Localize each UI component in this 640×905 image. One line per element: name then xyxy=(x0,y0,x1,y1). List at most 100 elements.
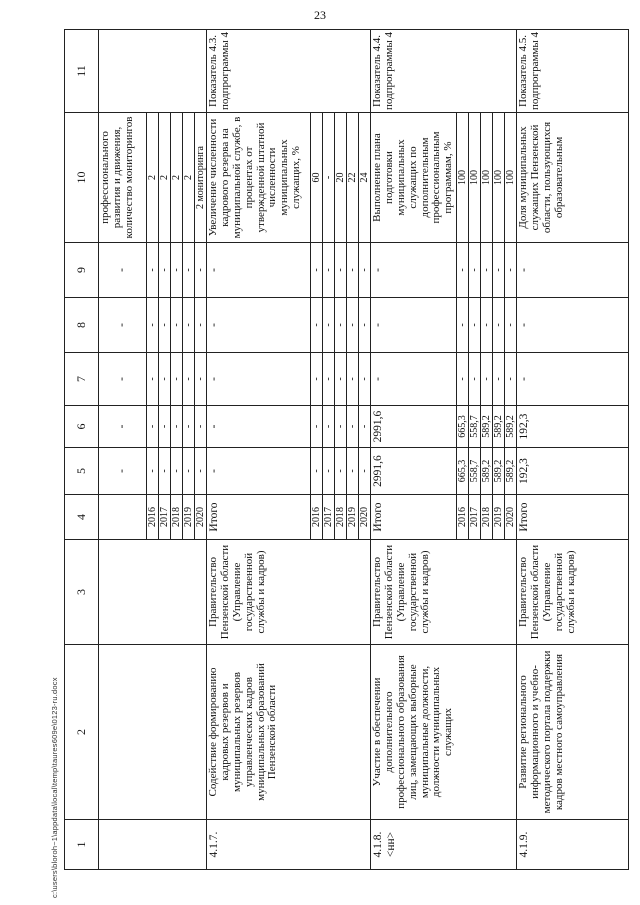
indicator-value-cell: - xyxy=(322,112,335,243)
amount-cell: - xyxy=(182,242,195,298)
column-number-cell: 5 xyxy=(64,447,99,495)
amount-cell: - xyxy=(334,352,347,406)
amount-cell: - xyxy=(194,405,207,448)
table-row: 4.1.7. Содействие формированию кадровых … xyxy=(206,29,371,870)
amount-cell: - xyxy=(194,297,207,353)
column-number-cell: 11 xyxy=(64,29,99,113)
column-number-cell: 6 xyxy=(64,405,99,448)
amount-cell: - xyxy=(182,297,195,353)
amount-cell: - xyxy=(182,352,195,406)
amount-cell: - xyxy=(480,242,493,298)
amount-cell: - xyxy=(158,447,171,495)
amount-cell: - xyxy=(480,297,493,353)
period-cell: 2016 xyxy=(456,494,469,540)
indicator-value-cell: 100 xyxy=(492,112,505,243)
amount-cell: - xyxy=(504,242,517,298)
footer-file-path: c:\users\bloroh~1\appdata\local\temp\tau… xyxy=(50,677,59,898)
measure-id-cell: 4.1.7. xyxy=(206,819,371,870)
indicator-value-cell: 20 xyxy=(334,112,347,243)
indicator-cell: Выполнение плана подготовки муниципальны… xyxy=(370,112,457,243)
indicator-value-cell: 2 xyxy=(182,112,195,243)
indicator-value-cell: 2 мониторинга xyxy=(194,112,207,243)
amount-cell: - xyxy=(146,447,159,495)
amount-cell: - xyxy=(358,352,371,406)
amount-cell: 589,2 xyxy=(504,447,517,495)
amount-cell: - xyxy=(98,447,147,495)
amount-cell: - xyxy=(370,242,457,298)
amount-cell: 192,3 xyxy=(516,447,629,495)
executor-cell xyxy=(98,539,207,645)
amount-cell: - xyxy=(310,352,323,406)
column-numbers-row: 1 2 3 4 5 6 7 8 9 10 11 xyxy=(64,29,99,870)
amount-cell: 558,7 xyxy=(468,405,481,448)
measure-id-cell: 4.1.8. <нн> xyxy=(370,819,517,870)
measure-name-cell: Содействие формированию кадровых резерво… xyxy=(206,644,371,820)
column-number-cell: 8 xyxy=(64,297,99,353)
period-cell: 2018 xyxy=(480,494,493,540)
amount-cell: - xyxy=(346,447,359,495)
indicator-value-cell: 24 xyxy=(358,112,371,243)
amount-cell: - xyxy=(480,352,493,406)
amount-cell: - xyxy=(322,297,335,353)
amount-cell: - xyxy=(334,242,347,298)
amount-cell: - xyxy=(334,447,347,495)
amount-cell: - xyxy=(158,352,171,406)
amount-cell: - xyxy=(492,352,505,406)
amount-cell: - xyxy=(492,297,505,353)
amount-cell: - xyxy=(346,242,359,298)
indicator-value-cell: 22 xyxy=(346,112,359,243)
amount-cell: - xyxy=(194,447,207,495)
amount-cell: - xyxy=(146,242,159,298)
amount-cell: 558,7 xyxy=(468,447,481,495)
executor-cell: Правительство Пензенской области (Управл… xyxy=(516,539,629,645)
period-cell: 2018 xyxy=(170,494,183,540)
amount-cell: - xyxy=(358,447,371,495)
period-cell: 2017 xyxy=(158,494,171,540)
indicator-value-cell: 2 xyxy=(158,112,171,243)
period-cell: 2020 xyxy=(358,494,371,540)
amount-cell: - xyxy=(206,242,311,298)
amount-cell: - xyxy=(98,352,147,406)
period-cell: 2020 xyxy=(504,494,517,540)
amount-cell: 192,3 xyxy=(516,405,629,448)
measure-name-cell: Развитие регионального информационного и… xyxy=(516,644,629,820)
amount-cell: - xyxy=(170,242,183,298)
table-row: 4.1.9. Развитие регионального информацио… xyxy=(516,29,629,870)
period-cell: Итого xyxy=(206,494,311,540)
amount-cell: 589,2 xyxy=(504,405,517,448)
amount-cell: - xyxy=(170,297,183,353)
period-cell: 2019 xyxy=(492,494,505,540)
period-cell: Итого xyxy=(370,494,457,540)
indicator-value-cell: 100 xyxy=(456,112,469,243)
amount-cell: - xyxy=(322,352,335,406)
period-cell: 2016 xyxy=(146,494,159,540)
amount-cell: - xyxy=(310,297,323,353)
indicator-value-cell: 100 xyxy=(480,112,493,243)
column-number-cell: 9 xyxy=(64,242,99,298)
amount-cell: - xyxy=(310,447,323,495)
indicator-link-cell xyxy=(98,29,207,113)
indicator-link-cell: Показатель 4.5. подпрограммы 4 xyxy=(516,29,629,113)
indicator-link-cell: Показатель 4.4. подпрограммы 4 xyxy=(370,29,517,113)
column-number-cell: 4 xyxy=(64,494,99,540)
column-number-cell: 3 xyxy=(64,539,99,645)
page-number: 23 xyxy=(314,8,326,22)
indicator-value-cell: 2 xyxy=(146,112,159,243)
amount-cell: 589,2 xyxy=(492,447,505,495)
amount-cell: - xyxy=(322,405,335,448)
amount-cell: - xyxy=(346,405,359,448)
amount-cell: - xyxy=(194,242,207,298)
amount-cell: - xyxy=(158,242,171,298)
amount-cell: - xyxy=(370,352,457,406)
amount-cell: - xyxy=(146,297,159,353)
measure-id-cell xyxy=(98,819,207,870)
rotated-table-area: 1 2 3 4 5 6 7 8 9 10 11 - - - xyxy=(64,29,629,870)
amount-cell: - xyxy=(504,352,517,406)
amount-cell: 2991,6 xyxy=(370,447,457,495)
amount-cell: - xyxy=(194,352,207,406)
amount-cell: - xyxy=(206,405,311,448)
period-cell: Итого xyxy=(516,494,629,540)
period-cell: 2017 xyxy=(322,494,335,540)
amount-cell: 589,2 xyxy=(480,447,493,495)
amount-cell: 2991,6 xyxy=(370,405,457,448)
